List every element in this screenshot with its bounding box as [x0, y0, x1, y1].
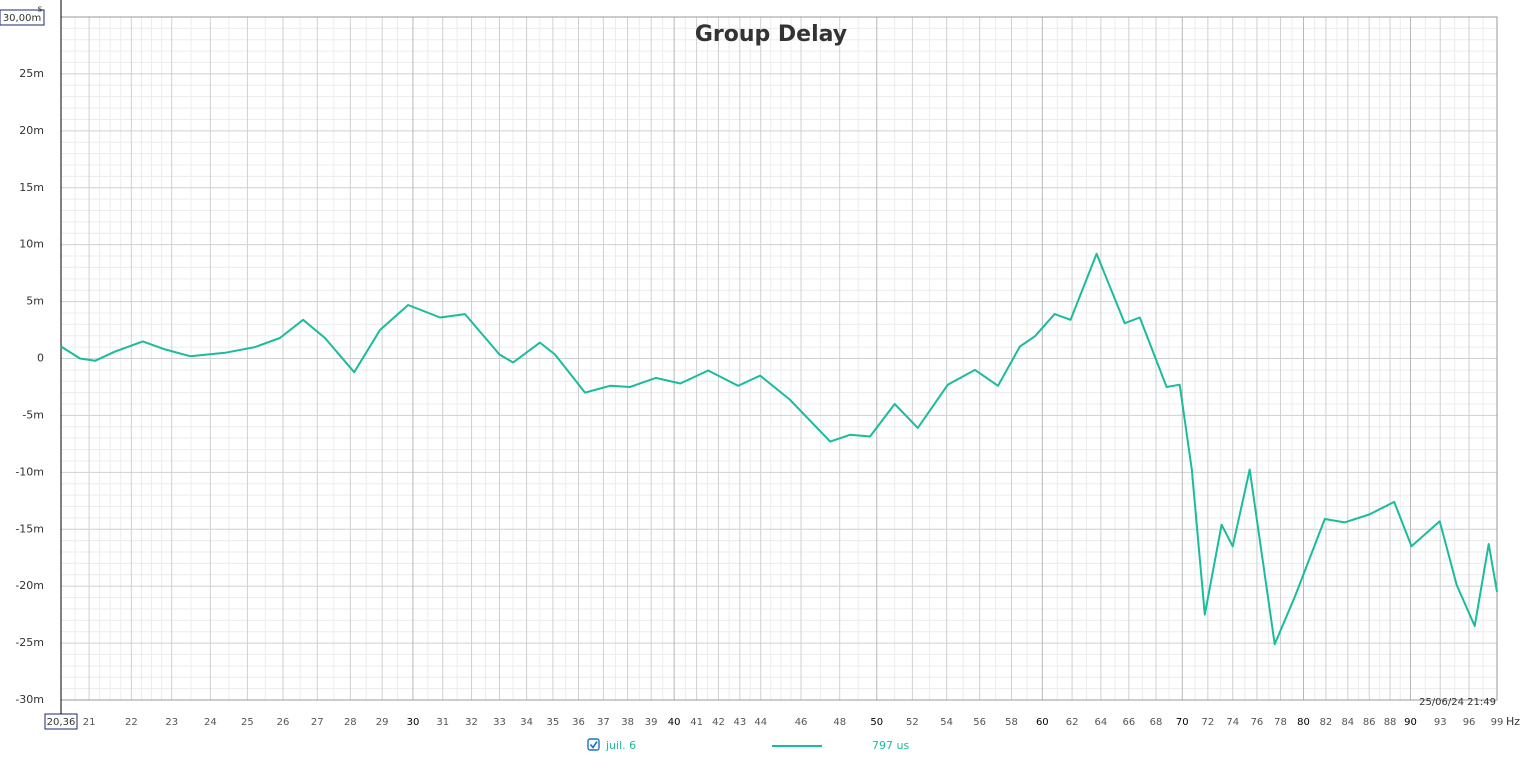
y-tick-label: 25m [19, 67, 44, 80]
timestamp: 25/06/24 21:49 [1419, 697, 1496, 708]
x-tick-label: 34 [520, 717, 533, 728]
x-tick-label: 33 [493, 717, 506, 728]
y-tick-label: -20m [15, 579, 44, 592]
x-tick-label: 32 [465, 717, 478, 728]
x-tick-label: 46 [795, 717, 808, 728]
x-tick-label: 78 [1274, 717, 1287, 728]
x-tick-label: 21 [83, 717, 96, 728]
y-tick-label: 30,00m [3, 13, 41, 24]
x-tick-label: 48 [833, 717, 846, 728]
y-tick-label: -10m [15, 465, 44, 478]
x-tick-label: 31 [436, 717, 449, 728]
y-tick-label: -30m [15, 693, 44, 706]
y-tick-label: 20m [19, 124, 44, 137]
x-tick-label: 28 [344, 717, 357, 728]
x-tick-label: 58 [1005, 717, 1018, 728]
y-unit: s [38, 5, 43, 15]
x-tick-label: 88 [1384, 717, 1397, 728]
legend-value: 797 us [872, 739, 909, 752]
x-tick-label: 54 [940, 717, 953, 728]
x-tick-label: 82 [1320, 717, 1333, 728]
x-tick-label: 56 [973, 717, 986, 728]
x-tick-label: 20,36 [47, 717, 76, 728]
axes: -30m -25m -20m -15m -10m -5m 0 5m 10m 15m 20m 25m 30… [0, 0, 1504, 730]
x-tick-label: 36 [572, 717, 585, 728]
x-tick-label: 25 [241, 717, 254, 728]
y-tick-label: -15m [15, 522, 44, 535]
x-unit: Hz [1506, 715, 1520, 728]
x-tick-label: 43 [733, 717, 746, 728]
x-tick-label: 64 [1095, 717, 1108, 728]
x-tick-label: 42 [712, 717, 725, 728]
y-tick-label: 10m [19, 238, 44, 251]
x-tick-label: 37 [597, 717, 610, 728]
x-tick-label: 90 [1404, 717, 1417, 728]
x-tick-label: 80 [1297, 717, 1310, 728]
x-tick-label: 68 [1150, 717, 1163, 728]
x-tick-label: 74 [1226, 717, 1239, 728]
x-tick-label: 84 [1341, 717, 1354, 728]
y-tick-label: -25m [15, 636, 44, 649]
legend: juil. 6 797 us [587, 738, 909, 752]
x-tick-label: 86 [1363, 717, 1376, 728]
legend-label: juil. 6 [605, 739, 636, 752]
y-tick-label: 5m [26, 295, 44, 308]
x-tick-label: 44 [754, 717, 767, 728]
x-tick-label: 29 [376, 717, 389, 728]
x-tick-label: 41 [690, 717, 703, 728]
x-tick-label: 22 [125, 717, 138, 728]
x-tick-label: 99 [1491, 717, 1504, 728]
data-line [60, 252, 1498, 646]
x-tick-label: 30 [407, 717, 420, 728]
x-tick-label: 76 [1251, 717, 1264, 728]
x-tick-label: 26 [277, 717, 290, 728]
y-readout-box [0, 9, 45, 26]
x-tick-label: 60 [1036, 717, 1049, 728]
x-tick-label: 40 [668, 717, 681, 728]
x-tick-label: 70 [1176, 717, 1189, 728]
x-tick-label: 52 [906, 717, 919, 728]
x-tick-label: 35 [547, 717, 560, 728]
x-tick-label: 72 [1201, 717, 1214, 728]
y-tick-label: 15m [19, 181, 44, 194]
x-tick-label: 66 [1122, 717, 1135, 728]
x-tick-label: 27 [311, 717, 324, 728]
x-tick-label: 38 [621, 717, 634, 728]
check-mark [589, 741, 598, 749]
legend-checkbox[interactable] [587, 738, 600, 751]
grid [61, 16, 1498, 701]
chart-title: Group Delay [695, 22, 847, 47]
x-tick-label: 23 [165, 717, 178, 728]
x-tick-label: 62 [1066, 717, 1079, 728]
x-tick-label: 96 [1463, 717, 1476, 728]
x-tick-label: 93 [1434, 717, 1447, 728]
y-tick-label: -5m [22, 408, 44, 421]
x-tick-label: 39 [645, 717, 658, 728]
x-tick-label: 50 [870, 717, 883, 728]
x-tick-label: 24 [204, 717, 217, 728]
y-tick-label: 0 [37, 352, 44, 365]
